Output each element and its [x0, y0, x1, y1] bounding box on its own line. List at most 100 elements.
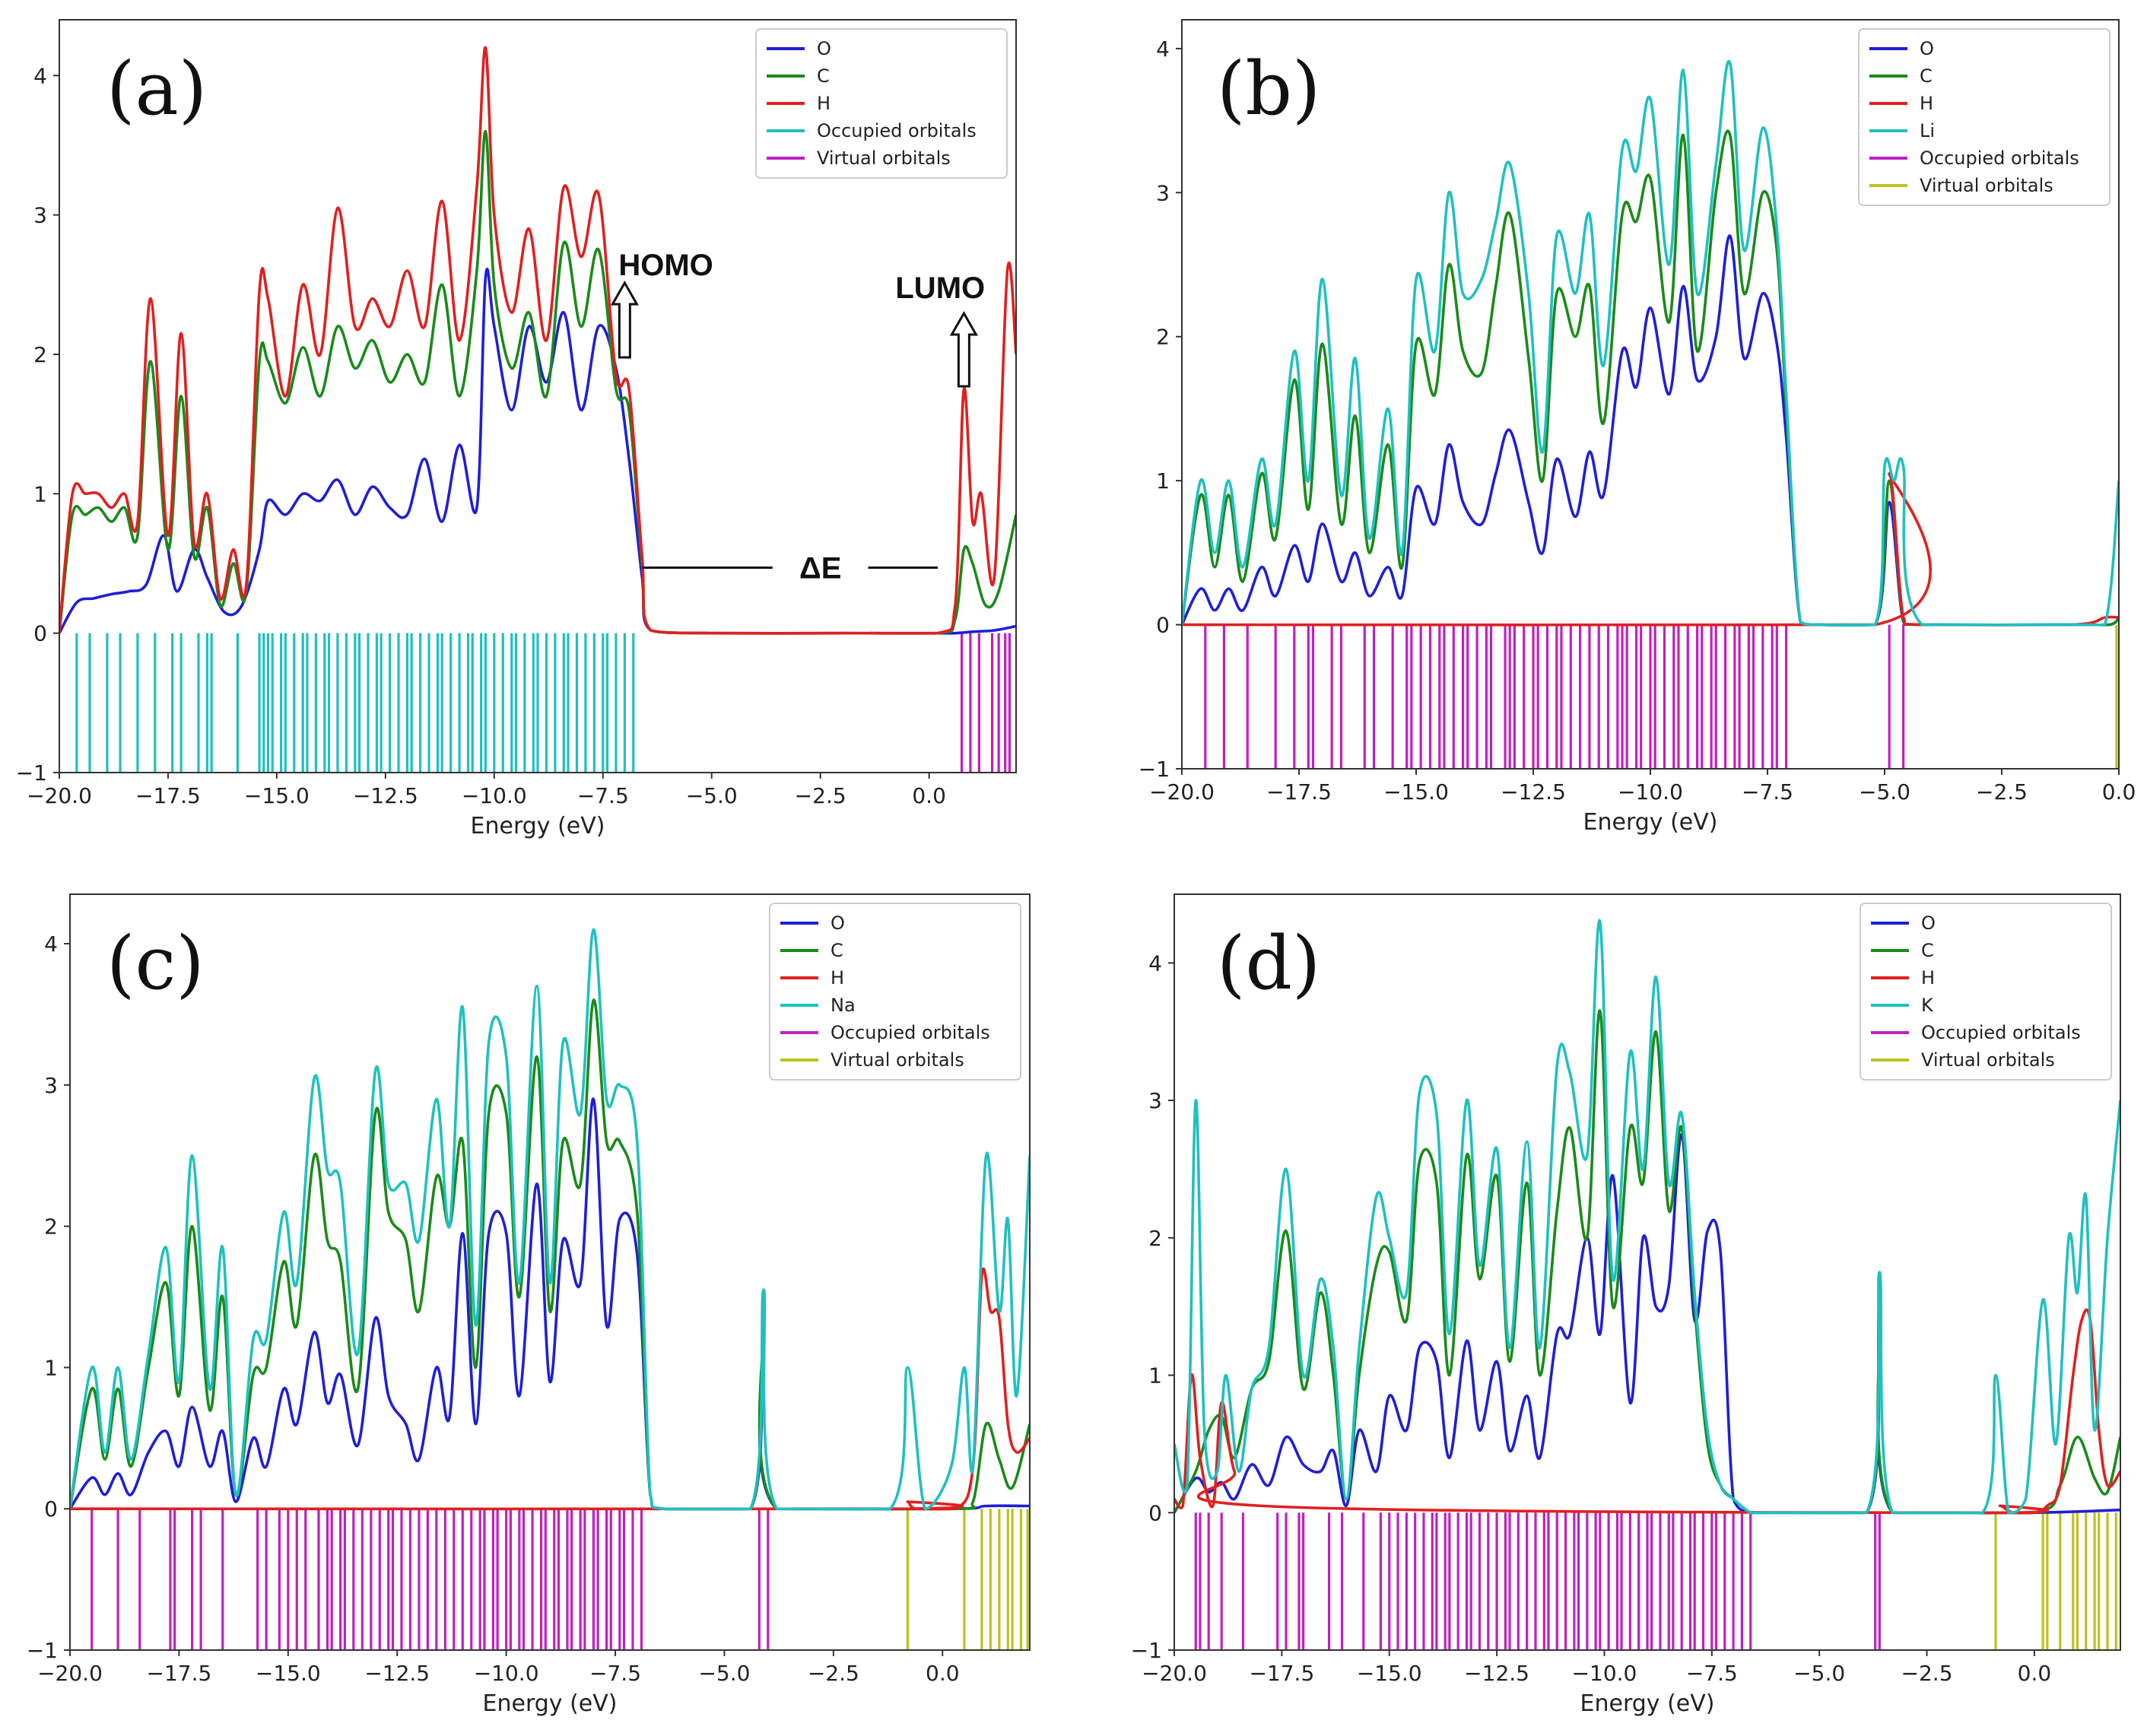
legend-box	[1860, 903, 2112, 1081]
legend: OCH Occupied orbitals Virtual orbitals	[755, 28, 1008, 179]
x-tick-label: −7.5	[1742, 779, 1793, 805]
lumo-label: LUMO	[895, 271, 985, 305]
y-tick-label: −1	[16, 760, 47, 785]
series-line-na	[70, 928, 1030, 1511]
x-tick-label: −12.5	[353, 783, 418, 808]
x-tick-label: −10.0	[462, 783, 527, 808]
y-tick-label: 1	[44, 1355, 58, 1380]
x-tick-label: 0.0	[912, 783, 946, 808]
y-tick-label: 4	[1148, 951, 1162, 976]
plot-content	[59, 46, 1016, 773]
x-tick-label: −17.5	[135, 783, 201, 808]
legend-box	[755, 28, 1008, 179]
x-tick-label: −2.5	[795, 783, 846, 808]
x-tick-label: 0.0	[2018, 1661, 2052, 1686]
legend-box	[1858, 28, 2110, 206]
x-tick-label: 0.0	[2102, 779, 2136, 805]
y-tick-label: 1	[1148, 1363, 1162, 1388]
y-tick-label: 3	[44, 1073, 58, 1098]
x-tick-label: −7.5	[589, 1661, 641, 1686]
x-tick-label: −20.0	[37, 1661, 103, 1686]
x-tick-label: −5.0	[698, 1661, 750, 1686]
plot-content	[1182, 59, 2119, 769]
legend-entry-label: Occupied orbitals	[1921, 1022, 2081, 1043]
x-tick-label: −5.0	[686, 783, 738, 808]
legend-entry-label: H	[1921, 967, 1935, 989]
x-axis-label: Energy (eV)	[483, 1690, 618, 1717]
legend-entry-label: H	[817, 93, 831, 114]
x-tick-label: −7.5	[577, 783, 629, 808]
x-tick-label: −12.5	[1464, 1661, 1529, 1686]
y-tick-label: 3	[1156, 180, 1170, 205]
x-tick-label: −10.0	[474, 1661, 539, 1686]
x-tick-label: −5.0	[1859, 779, 1910, 805]
panel-c: −20.0 −17.5 −15.0 −12.5 −10.0 −7.5 −5.0 −2.5 0.0…	[27, 893, 1031, 1717]
y-tick-label: 0	[33, 621, 47, 646]
series-line-li	[1182, 59, 2119, 627]
panel-label: (b)	[1217, 46, 1320, 132]
y-tick-label: −1	[1139, 757, 1170, 782]
lumo-arrow-icon	[949, 310, 978, 388]
x-tick-label: −15.0	[1357, 1661, 1422, 1686]
series-line-h	[59, 46, 1016, 635]
x-tick-label: −10.0	[1618, 779, 1683, 805]
y-tick-label: 0	[1156, 613, 1170, 638]
homo-label: HOMO	[618, 249, 713, 282]
legend-entry-label: O	[831, 912, 845, 934]
x-tick-label: −15.0	[1383, 779, 1449, 805]
axes-frame	[59, 19, 1017, 773]
x-tick-label: −15.0	[244, 783, 310, 808]
legend: OCH Li Occupied orbitals Virtual orbitals	[1858, 28, 2110, 206]
legend-entry-label: Na	[831, 995, 856, 1016]
y-tick-label: 3	[33, 203, 47, 228]
panel-b: −20.0 −17.5 −15.0 −12.5 −10.0 −7.5 −5.0 −2.5 0.0…	[1139, 19, 2136, 836]
x-tick-label: −7.5	[1686, 1661, 1738, 1686]
homo-arrow-icon	[610, 280, 639, 359]
y-tick-label: −1	[27, 1638, 58, 1663]
legend-entry-label: H	[831, 967, 844, 989]
x-tick-label: −2.5	[1976, 779, 2028, 805]
legend-entry-label: O	[817, 38, 831, 59]
x-tick-label: −5.0	[1793, 1661, 1845, 1686]
legend-entry-label: C	[817, 65, 830, 87]
annotations: HOMO LUMO ΔE	[610, 249, 985, 586]
panel-label: (c)	[106, 921, 205, 1006]
y-tick-label: 3	[1148, 1088, 1162, 1113]
panel-d: −20.0 −17.5 −15.0 −12.5 −10.0 −7.5 −5.0 −2.5 0.0…	[1131, 893, 2121, 1717]
axes-frame	[69, 893, 1031, 1651]
legend-entry-label: Virtual orbitals	[1920, 175, 2053, 196]
legend-entry-label: C	[1921, 940, 1934, 961]
y-tick-label: −1	[1131, 1638, 1162, 1663]
legend-entry-label: Occupied orbitals	[1920, 148, 2079, 169]
y-tick-label: 4	[1156, 36, 1170, 62]
y-tick-label: 2	[33, 342, 47, 367]
legend-entry-label: Li	[1920, 120, 1935, 141]
y-tick-label: 1	[1156, 468, 1170, 494]
x-tick-label: −17.5	[1266, 779, 1332, 805]
legend: OCH Na Occupied orbitals Virtual orbitals	[769, 903, 1021, 1081]
y-tick-label: 2	[1156, 325, 1170, 350]
y-tick-label: 2	[1148, 1226, 1162, 1251]
y-tick-label: 1	[33, 481, 47, 506]
legend-entry-label: Occupied orbitals	[831, 1022, 990, 1043]
panel-a: −20.0 −17.5 −15.0 −12.5 −10.0 −7.5 −5.0 −2.5 0.0…	[16, 19, 1017, 839]
x-tick-label: −12.5	[1501, 779, 1566, 805]
x-tick-label: −17.5	[1249, 1661, 1314, 1686]
legend-entry-label: K	[1921, 995, 1934, 1016]
x-axis-label: Energy (eV)	[471, 813, 605, 839]
gap-label: ΔE	[799, 552, 841, 586]
plot-content	[1174, 919, 2120, 1650]
y-tick-label: 0	[1148, 1500, 1162, 1525]
legend-entry-label: Occupied orbitals	[817, 120, 977, 141]
legend-box	[769, 903, 1021, 1081]
x-tick-label: 0.0	[926, 1661, 960, 1686]
legend-entry-label: Virtual orbitals	[831, 1049, 964, 1071]
y-tick-label: 4	[44, 931, 58, 957]
axes-frame	[1174, 893, 2121, 1651]
legend-entry-label: Virtual orbitals	[817, 148, 951, 169]
x-tick-label: −20.0	[27, 783, 92, 808]
panel-label: (a)	[106, 46, 207, 132]
x-tick-label: −2.5	[808, 1661, 859, 1686]
x-tick-label: −15.0	[256, 1661, 321, 1686]
